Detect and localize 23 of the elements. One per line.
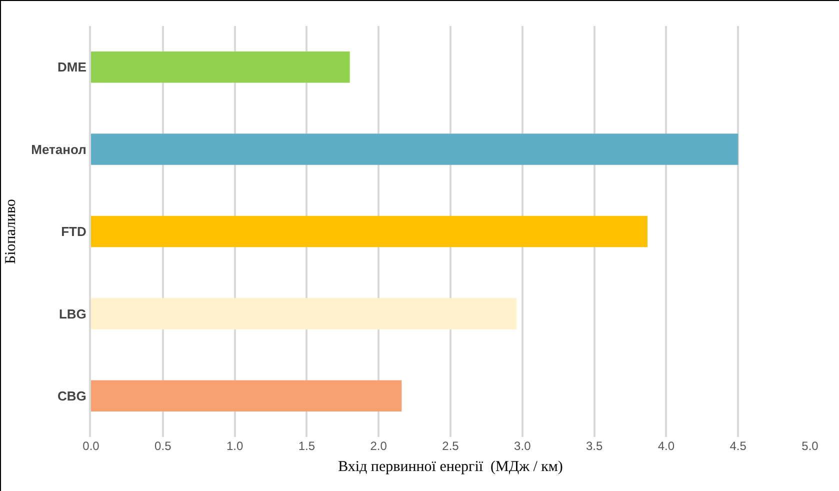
x-tick-label: 2.0 — [370, 439, 388, 453]
x-tick-label: 1.0 — [226, 439, 244, 453]
y-tick-label: FTD — [61, 224, 86, 240]
bar — [91, 298, 517, 330]
y-axis-title: Біопаливо — [2, 198, 19, 264]
y-tick-label: CBG — [58, 388, 86, 404]
bar — [91, 380, 402, 412]
y-tick-label: LBG — [58, 306, 86, 322]
x-tick-label: 3.5 — [586, 439, 603, 453]
bar — [91, 216, 648, 248]
bar — [91, 134, 738, 165]
y-tick-label: Метанол — [31, 142, 86, 157]
bar — [91, 51, 350, 83]
x-tick-label: 5.0 — [802, 439, 819, 453]
x-tick-label: 1.5 — [298, 439, 316, 453]
y-tick-label: DME — [58, 60, 87, 75]
x-tick-label: 4.5 — [730, 439, 747, 453]
x-tick-label: 0.5 — [154, 439, 172, 453]
x-axis-title: Вхід первинної енергії (МДж / км) — [338, 459, 563, 475]
x-tick-label: 3.0 — [514, 439, 532, 453]
x-tick-label: 0.0 — [82, 439, 100, 453]
x-tick-label: 2.5 — [442, 439, 460, 453]
x-tick-label: 4.0 — [658, 439, 675, 453]
